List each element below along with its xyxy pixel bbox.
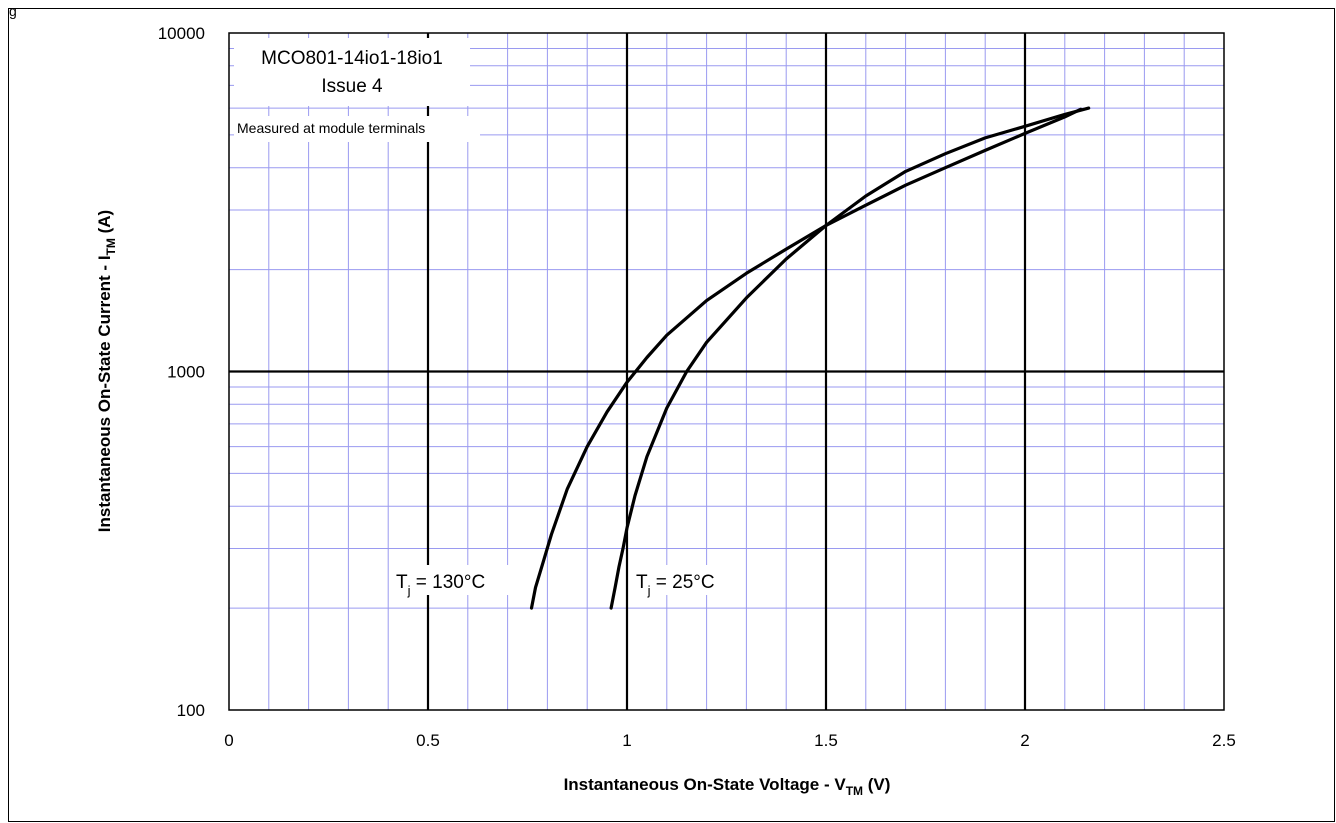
series-labels: Tj = 130°C Tj = 25°C xyxy=(392,565,736,598)
x-tick-label: 1.5 xyxy=(814,731,838,750)
x-tick-label: 1 xyxy=(622,731,631,750)
y-tick-label: 100 xyxy=(177,701,205,720)
series-label-25: Tj = 25°C xyxy=(636,572,715,598)
x-tick-label: 0 xyxy=(224,731,233,750)
y-tick-labels: 100 1000 10000 xyxy=(158,24,205,720)
annotation-bg xyxy=(234,38,470,106)
x-tick-label: 2.5 xyxy=(1212,731,1236,750)
series-line-0 xyxy=(529,107,1083,610)
grid-major xyxy=(229,33,1224,710)
series-label-bg-130 xyxy=(392,565,516,595)
annotation-box: MCO801-14io1-18io1 Issue 4 Measured at m… xyxy=(234,38,480,142)
series-label-130: Tj = 130°C xyxy=(396,572,485,598)
annotation-line2: Issue 4 xyxy=(321,76,383,97)
x-tick-label: 2 xyxy=(1020,731,1029,750)
series-line-1 xyxy=(609,106,1091,610)
figure-label: g xyxy=(9,3,17,19)
series-label-bg-25 xyxy=(632,565,736,595)
x-axis-title: Instantaneous On-State Voltage - VTM (V) xyxy=(564,775,891,798)
y-axis-title: Instantaneous On-State Current - ITM (A) xyxy=(95,210,118,532)
series-group xyxy=(529,106,1091,610)
annotation-line1: MCO801-14io1-18io1 xyxy=(261,48,443,69)
plot-border xyxy=(228,32,1225,711)
x-tick-label: 0.5 xyxy=(416,731,440,750)
x-tick-labels: 0 0.5 1 1.5 2 2.5 xyxy=(224,731,1236,750)
annotation-note-bg xyxy=(234,116,480,142)
annotation-note: Measured at module terminals xyxy=(237,120,425,136)
figure-frame: g xyxy=(8,3,1335,822)
y-tick-label: 10000 xyxy=(158,24,205,43)
y-tick-label: 1000 xyxy=(167,363,205,382)
